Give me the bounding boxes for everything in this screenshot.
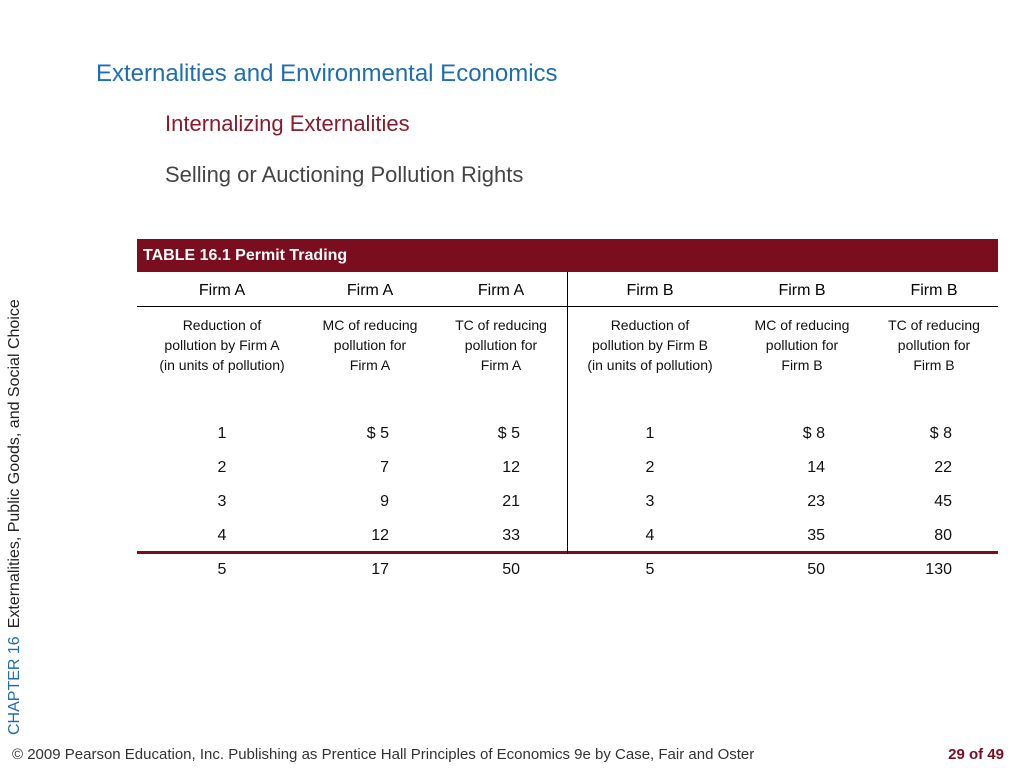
page-number: 29 of 49 — [948, 746, 1004, 763]
table-cell: 14 — [807, 459, 825, 476]
table-cell: 35 — [807, 527, 825, 544]
table-cell: 4 — [217, 527, 227, 544]
column-subheader-line: pollution by Firm A — [164, 337, 280, 353]
column-header-firm: Firm B — [626, 282, 674, 299]
table-cell: 80 — [934, 527, 952, 544]
column-subheader-line: pollution for — [765, 337, 839, 353]
column-subheader-line: Reduction of — [182, 317, 262, 333]
table-cell: 50 — [502, 561, 520, 578]
column-header-firm: Firm A — [346, 282, 394, 299]
column-subheader-line: Firm A — [480, 357, 522, 373]
table-cell: 4 — [645, 527, 655, 544]
column-subheader: TC of reducing pollution for Firm B — [888, 315, 980, 375]
table-cell: $ 8 — [802, 425, 825, 442]
footer-copyright: © 2009 Pearson Education, Inc. Publishin… — [12, 746, 755, 763]
column-subheader-line: pollution by Firm B — [592, 337, 708, 353]
column-header-firm: Firm B — [778, 282, 826, 299]
column-subheader: Reduction of pollution by Firm A (in units… — [159, 315, 284, 375]
table-cell: $ 5 — [366, 425, 389, 442]
column-header-firm: Firm B — [910, 282, 958, 299]
chapter-sidebar: CHAPTER 16 Externalities, Public Goods, a… — [6, 299, 24, 735]
table-cell: 2 — [217, 459, 227, 476]
column-subheader-line: pollution for — [333, 337, 407, 353]
table-cell: $ 5 — [497, 425, 520, 442]
table-cell: 3 — [645, 493, 655, 510]
column-subheader-line: TC of reducing — [455, 317, 547, 333]
table-caption: TABLE 16.1 Permit Trading — [137, 239, 998, 272]
table-cell: 2 — [645, 459, 655, 476]
column-subheader-line: Firm B — [913, 357, 955, 373]
column-subheader-line: (in units of pollution) — [159, 357, 285, 373]
column-divider — [567, 272, 568, 554]
table-cell: 50 — [807, 561, 825, 578]
table-cell: 130 — [925, 561, 952, 578]
slide-title: Externalities and Environmental Economic… — [96, 60, 558, 87]
column-subheader-line: pollution for — [897, 337, 971, 353]
permit-trading-table: TABLE 16.1 Permit Trading Firm A Reductio… — [137, 239, 998, 578]
column-subheader: Reduction of pollution by Firm B (in units… — [587, 315, 712, 375]
table-body: Firm A Reduction of pollution by Firm A (in… — [137, 272, 998, 578]
table-cell: 23 — [807, 493, 825, 510]
table-cell: 12 — [502, 459, 520, 476]
table-cell: 9 — [380, 493, 389, 510]
column-subheader-line: MC of reducing — [754, 317, 850, 333]
chapter-number: CHAPTER 16 — [6, 636, 23, 735]
table-cell: 17 — [371, 561, 389, 578]
chapter-title: Externalities, Public Goods, and Social … — [6, 299, 23, 629]
column-subheader: MC of reducing pollution for Firm A — [323, 315, 418, 375]
column-subheader: MC of reducing pollution for Firm B — [755, 315, 850, 375]
column-subheader-line: MC of reducing — [322, 317, 418, 333]
table-cell: 12 — [371, 527, 389, 544]
column-header-firm: Firm A — [477, 282, 525, 299]
table-cell: 5 — [217, 561, 227, 578]
table-cell: 5 — [645, 561, 655, 578]
table-cell: 21 — [502, 493, 520, 510]
column-subheader-line: TC of reducing — [888, 317, 980, 333]
column-subheader-line: (in units of pollution) — [587, 357, 713, 373]
column-subheader-line: Reduction of — [610, 317, 690, 333]
column-subheader-line: pollution for — [464, 337, 538, 353]
table-cell: 3 — [217, 493, 227, 510]
column-subheader: TC of reducing pollution for Firm A — [455, 315, 547, 375]
table-cell: 22 — [934, 459, 952, 476]
column-subheader-line: Firm A — [349, 357, 391, 373]
table-cell: 1 — [217, 425, 227, 442]
table-cell: 1 — [645, 425, 655, 442]
table-cell: $ 8 — [929, 425, 952, 442]
column-subheader-line: Firm B — [781, 357, 823, 373]
slide-subtitle: Internalizing Externalities — [165, 111, 410, 136]
slide-subheading: Selling or Auctioning Pollution Rights — [165, 162, 524, 187]
table-cell: 45 — [934, 493, 952, 510]
table-cell: 33 — [502, 527, 520, 544]
table-cell: 7 — [380, 459, 389, 476]
column-header-firm: Firm A — [198, 282, 246, 299]
header-divider — [137, 306, 998, 307]
